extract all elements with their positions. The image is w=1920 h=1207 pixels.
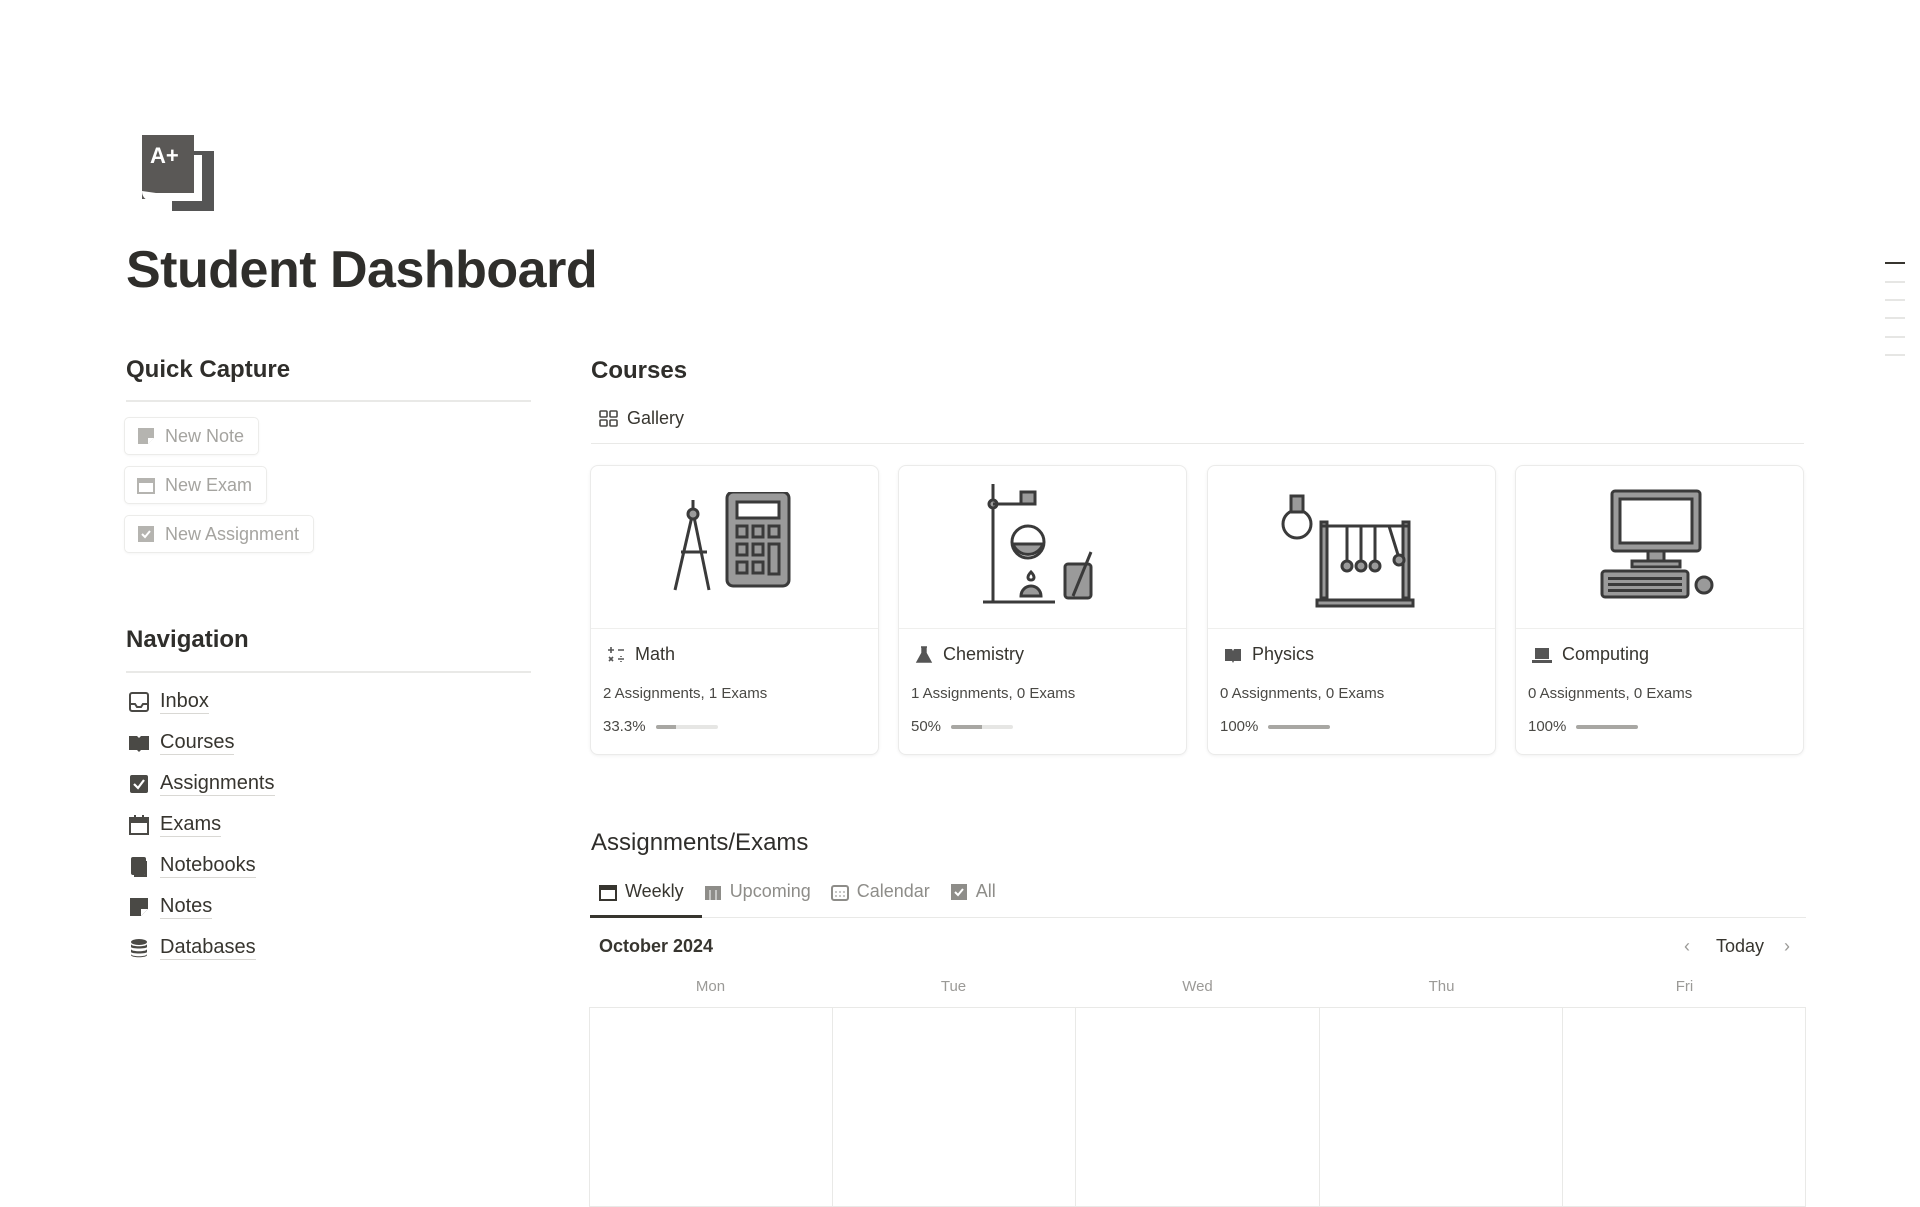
nav-item-databases[interactable]: Databases xyxy=(128,935,256,960)
course-card-computing[interactable]: Computing 0 Assignments, 0 Exams 100% xyxy=(1515,465,1804,755)
today-button[interactable]: Today xyxy=(1716,936,1765,956)
day-cell[interactable] xyxy=(1076,1008,1320,1206)
chemistry-lab-illustration xyxy=(982,484,1092,604)
previous-week-button[interactable]: ‹ xyxy=(1684,936,1690,956)
laptop-icon xyxy=(1532,647,1552,663)
nav-item-assignments[interactable]: Assignments xyxy=(128,771,275,796)
new-note-button[interactable]: New Note xyxy=(124,417,260,455)
compass-calculator-illustration xyxy=(673,492,790,591)
day-cell[interactable] xyxy=(1563,1008,1805,1206)
course-card-math[interactable]: Math 2 Assignments, 1 Exams 33.3% xyxy=(590,465,879,755)
checkbox-icon xyxy=(138,526,154,542)
day-cell[interactable] xyxy=(833,1008,1077,1206)
toc-marker[interactable] xyxy=(1885,281,1905,283)
divider xyxy=(591,917,1806,918)
database-icon xyxy=(131,938,147,957)
nav-item-exams[interactable]: Exams xyxy=(128,812,222,837)
progress-bar xyxy=(951,724,1014,729)
book-icon xyxy=(129,735,149,752)
notebook-icon xyxy=(131,856,147,877)
toc-marker[interactable] xyxy=(1885,262,1905,264)
inbox-icon xyxy=(129,691,149,712)
toc-marker[interactable] xyxy=(1885,354,1905,356)
timeline-icon xyxy=(704,885,721,900)
tab-gallery[interactable]: Gallery xyxy=(599,408,684,429)
math-operators-icon xyxy=(608,646,624,662)
note-icon xyxy=(138,428,154,444)
day-header: Tue xyxy=(940,978,967,995)
new-assignment-button[interactable]: New Assignment xyxy=(124,515,315,553)
newtons-cradle-illustration xyxy=(1281,494,1414,608)
new-exam-button[interactable]: New Exam xyxy=(124,466,268,504)
progress-bar xyxy=(1576,724,1639,729)
gallery-icon xyxy=(599,409,618,427)
month-label: October 2024 xyxy=(599,936,714,956)
note-icon xyxy=(130,897,148,916)
calendar-icon xyxy=(599,884,617,901)
calendar-icon xyxy=(129,814,149,835)
progress-bar xyxy=(655,724,718,729)
day-cell[interactable] xyxy=(1320,1008,1563,1206)
active-tab-indicator xyxy=(590,915,702,918)
nav-item-notebooks[interactable]: Notebooks xyxy=(128,853,256,878)
quick-capture-heading: Quick Capture xyxy=(126,356,291,383)
divider xyxy=(591,443,1804,444)
day-cell[interactable] xyxy=(590,1008,834,1206)
course-summary: 1 Assignments, 0 Exams xyxy=(911,685,1076,702)
tab-all[interactable]: All xyxy=(950,881,996,902)
course-card-physics[interactable]: Physics 0 Assignments, 0 Exams 100% xyxy=(1207,465,1496,755)
nav-item-inbox[interactable]: Inbox xyxy=(128,689,209,714)
tab-upcoming[interactable]: Upcoming xyxy=(704,881,811,902)
week-grid xyxy=(589,1007,1806,1207)
day-header: Fri xyxy=(1675,978,1694,995)
divider xyxy=(126,400,531,402)
computer-illustration xyxy=(1600,489,1713,599)
book-icon xyxy=(1225,648,1241,663)
a-plus-icon: A+ xyxy=(142,135,214,211)
navigation-heading: Navigation xyxy=(126,626,249,653)
toc-marker[interactable] xyxy=(1885,299,1905,301)
course-card-chemistry[interactable]: Chemistry 1 Assignments, 0 Exams 50% xyxy=(898,465,1187,755)
course-summary: 2 Assignments, 1 Exams xyxy=(603,685,768,702)
checkbox-icon xyxy=(950,883,967,900)
flask-icon xyxy=(915,645,933,663)
divider xyxy=(126,671,531,673)
view-tabs: Weekly Upcoming Calendar All xyxy=(599,881,1016,902)
checkbox-icon xyxy=(130,774,148,793)
day-header: Mon xyxy=(695,978,726,995)
progress-bar xyxy=(1268,724,1331,729)
nav-item-notes[interactable]: Notes xyxy=(128,894,213,919)
calendar-grid-icon xyxy=(830,884,849,901)
page-title: Student Dashboard xyxy=(126,241,598,299)
calendar-icon xyxy=(137,478,155,494)
courses-heading: Courses xyxy=(591,357,688,384)
day-header: Wed xyxy=(1182,978,1213,995)
day-header: Thu xyxy=(1428,978,1455,995)
tab-calendar[interactable]: Calendar xyxy=(830,881,930,902)
tab-weekly[interactable]: Weekly xyxy=(599,881,684,902)
toc-marker[interactable] xyxy=(1885,336,1905,338)
course-summary: 0 Assignments, 0 Exams xyxy=(1528,685,1693,702)
nav-item-courses[interactable]: Courses xyxy=(128,730,235,755)
toc-marker[interactable] xyxy=(1885,317,1905,319)
svg-text:A+: A+ xyxy=(150,143,179,168)
next-week-button[interactable]: › xyxy=(1784,936,1790,956)
course-summary: 0 Assignments, 0 Exams xyxy=(1220,685,1385,702)
assignments-heading: Assignments/Exams xyxy=(591,829,809,856)
